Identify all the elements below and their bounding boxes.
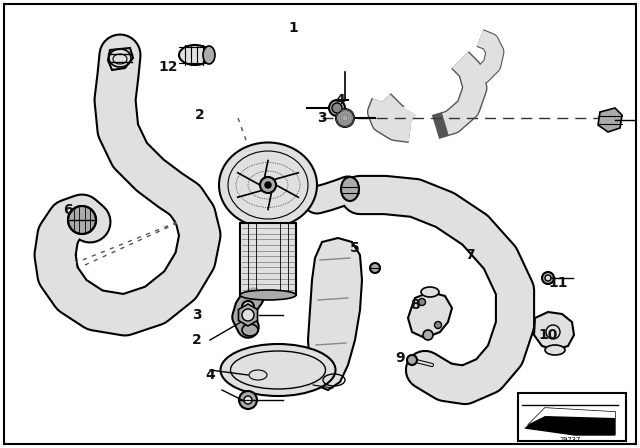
Circle shape (242, 309, 254, 321)
Circle shape (260, 177, 276, 193)
Ellipse shape (242, 324, 258, 336)
Ellipse shape (240, 290, 296, 300)
Polygon shape (308, 238, 362, 390)
Circle shape (435, 322, 442, 328)
Ellipse shape (341, 177, 359, 201)
Circle shape (244, 396, 252, 404)
Polygon shape (598, 108, 622, 132)
Text: 2: 2 (192, 333, 202, 347)
Polygon shape (525, 408, 615, 428)
Polygon shape (108, 48, 133, 70)
Polygon shape (534, 312, 574, 350)
Circle shape (336, 109, 354, 127)
Text: 9: 9 (395, 351, 405, 365)
Circle shape (239, 391, 257, 409)
Circle shape (265, 182, 271, 188)
Text: 8: 8 (410, 298, 420, 312)
Text: 10: 10 (538, 328, 557, 342)
Text: 3: 3 (317, 111, 327, 125)
Circle shape (545, 275, 551, 281)
Polygon shape (239, 304, 257, 326)
Circle shape (542, 272, 554, 284)
Bar (240, 223, 296, 295)
Text: 1: 1 (288, 21, 298, 35)
Ellipse shape (545, 345, 565, 355)
Circle shape (242, 301, 254, 313)
Text: 5: 5 (350, 241, 360, 255)
Text: 11: 11 (548, 276, 568, 290)
Ellipse shape (203, 46, 215, 64)
Text: 4: 4 (205, 368, 215, 382)
Ellipse shape (179, 45, 211, 65)
Ellipse shape (221, 344, 335, 396)
Circle shape (407, 355, 417, 365)
Circle shape (329, 100, 345, 116)
Text: 3: 3 (192, 308, 202, 322)
Ellipse shape (421, 287, 439, 297)
Text: 6: 6 (63, 203, 73, 217)
Text: 12: 12 (158, 60, 178, 74)
Bar (518, 393, 626, 441)
Polygon shape (525, 408, 615, 435)
Text: 2: 2 (195, 108, 205, 122)
Text: 4: 4 (335, 93, 345, 107)
Circle shape (423, 330, 433, 340)
Bar (242, 310, 254, 318)
Ellipse shape (219, 142, 317, 228)
Text: 7: 7 (465, 248, 475, 262)
Circle shape (370, 263, 380, 273)
Polygon shape (408, 292, 452, 338)
Text: 29737: 29737 (559, 437, 580, 443)
Circle shape (419, 298, 426, 306)
Circle shape (68, 206, 96, 234)
Circle shape (332, 103, 342, 113)
